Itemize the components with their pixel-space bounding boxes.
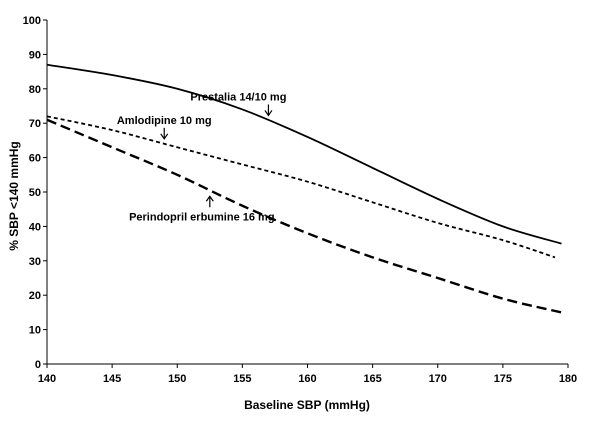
x-tick-label: 145 (103, 373, 121, 385)
annotation-label-2: Perindopril erbumine 16 mg (129, 211, 274, 223)
annotation-label-1: Amlodipine 10 mg (117, 115, 212, 127)
y-tick-label: 20 (29, 290, 41, 302)
y-tick-label: 40 (29, 221, 41, 233)
annotation-group: Prestalia 14/10 mg Amlodipine 10 mg Perind… (117, 91, 287, 223)
series-line-0 (46, 63, 562, 245)
y-tick-label: 0 (35, 359, 41, 371)
y-axis: 0 10 20 30 40 50 60 70 80 90 100 (23, 15, 48, 371)
series-line-2 (46, 118, 562, 314)
annotation-arrowhead-0 (264, 110, 273, 117)
y-axis-label: % SBP <140 mmHg (7, 141, 21, 251)
x-tick-label: 150 (168, 373, 186, 385)
x-tick-label: 175 (494, 373, 512, 385)
x-axis: 140 145 150 155 160 165 170 175 180 (38, 363, 577, 385)
x-tick-label: 140 (38, 373, 56, 385)
x-tick-label: 165 (363, 373, 381, 385)
y-tick-group: 0 10 20 30 40 50 60 70 80 90 100 (23, 15, 47, 371)
series-group (46, 63, 562, 314)
y-tick-label: 10 (29, 325, 41, 337)
x-tick-label: 180 (559, 373, 577, 385)
y-tick-label: 90 (29, 49, 41, 61)
x-tick-label: 160 (298, 373, 316, 385)
x-tick-label: 170 (429, 373, 447, 385)
y-tick-label: 60 (29, 153, 41, 165)
series-line-1 (46, 115, 556, 259)
annotation-label-0: Prestalia 14/10 mg (190, 91, 286, 103)
x-axis-label: Baseline SBP (mmHg) (244, 398, 370, 412)
y-tick-label: 100 (23, 15, 41, 27)
y-tick-label: 80 (29, 84, 41, 96)
annotation-arrowhead-2 (205, 195, 214, 202)
y-tick-label: 70 (29, 118, 41, 130)
x-tick-group: 140 145 150 155 160 165 170 175 180 (38, 364, 577, 385)
x-tick-label: 155 (233, 373, 251, 385)
annotation-arrowhead-1 (160, 133, 169, 140)
y-tick-label: 50 (29, 187, 41, 199)
y-tick-label: 30 (29, 256, 41, 268)
